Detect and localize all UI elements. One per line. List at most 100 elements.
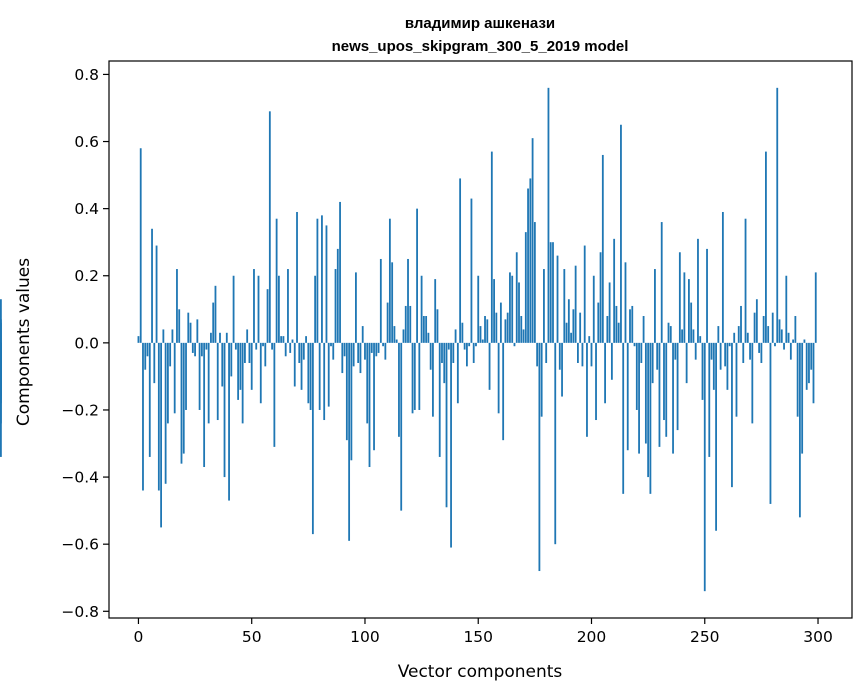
bar bbox=[581, 342, 584, 367]
bar bbox=[384, 342, 387, 360]
bar bbox=[638, 342, 640, 454]
bar bbox=[554, 342, 557, 545]
x-tick-label: 250 bbox=[690, 628, 720, 646]
bar bbox=[796, 342, 799, 417]
bar bbox=[660, 222, 663, 343]
bar bbox=[246, 329, 249, 343]
bar bbox=[651, 342, 654, 384]
bar bbox=[497, 342, 500, 414]
y-tick-label: 0.4 bbox=[74, 200, 99, 218]
bar bbox=[400, 342, 403, 511]
x-tick-label: 150 bbox=[463, 628, 493, 646]
bar bbox=[350, 342, 353, 461]
bar bbox=[760, 342, 763, 363]
y-tick-label: −0.2 bbox=[61, 401, 99, 419]
bar bbox=[629, 309, 631, 343]
bar bbox=[692, 329, 695, 343]
bar bbox=[749, 342, 751, 360]
bar bbox=[753, 312, 756, 343]
bar bbox=[758, 342, 761, 353]
bar bbox=[604, 342, 606, 404]
bar bbox=[701, 342, 704, 400]
bar bbox=[382, 342, 384, 347]
bar bbox=[266, 289, 269, 343]
bar bbox=[490, 151, 493, 343]
bar bbox=[808, 342, 810, 384]
bar bbox=[157, 342, 160, 491]
bar bbox=[352, 342, 355, 367]
bar bbox=[810, 342, 813, 370]
bar bbox=[438, 342, 441, 457]
bar bbox=[212, 302, 215, 343]
bar bbox=[803, 339, 806, 343]
x-axis-label: Vector components bbox=[398, 662, 563, 682]
bar bbox=[0, 342, 2, 424]
bar bbox=[302, 342, 305, 360]
bar bbox=[334, 269, 337, 343]
bar bbox=[461, 322, 464, 343]
bar bbox=[318, 342, 321, 410]
bar bbox=[463, 342, 466, 350]
bar bbox=[259, 342, 262, 404]
bar bbox=[361, 326, 364, 343]
bar bbox=[359, 342, 362, 374]
bar bbox=[669, 326, 672, 343]
bar bbox=[398, 342, 400, 437]
bar bbox=[307, 342, 310, 404]
bar bbox=[364, 342, 366, 360]
bar bbox=[441, 342, 443, 363]
bar bbox=[427, 332, 430, 343]
bar bbox=[712, 342, 715, 390]
bar bbox=[189, 322, 192, 343]
bar bbox=[595, 342, 597, 421]
bar bbox=[778, 319, 781, 343]
bar bbox=[323, 342, 326, 421]
bar bbox=[751, 342, 754, 424]
bar bbox=[332, 342, 335, 360]
bar bbox=[633, 342, 636, 347]
bar bbox=[395, 339, 398, 343]
bar bbox=[574, 265, 577, 343]
bar bbox=[268, 111, 271, 343]
bar bbox=[721, 211, 724, 343]
bar bbox=[755, 299, 758, 343]
bar bbox=[137, 336, 140, 343]
bar bbox=[642, 316, 645, 343]
bar bbox=[697, 238, 699, 343]
bar bbox=[366, 342, 369, 424]
bar bbox=[225, 332, 228, 343]
bar bbox=[683, 272, 686, 343]
bar bbox=[663, 342, 665, 421]
bar bbox=[678, 252, 681, 343]
bar bbox=[710, 342, 713, 360]
bar bbox=[214, 285, 217, 343]
bar bbox=[556, 255, 559, 343]
bar bbox=[540, 342, 543, 417]
bar bbox=[253, 269, 255, 343]
bar bbox=[432, 342, 434, 417]
bar bbox=[654, 269, 656, 343]
bar bbox=[454, 329, 457, 343]
bar bbox=[728, 342, 731, 347]
bar bbox=[468, 342, 471, 347]
bar bbox=[726, 342, 729, 390]
bar bbox=[776, 87, 779, 343]
bar bbox=[162, 329, 165, 343]
y-tick-label: 0.6 bbox=[74, 133, 99, 151]
bar bbox=[814, 272, 817, 343]
x-tick-label: 200 bbox=[577, 628, 607, 646]
bar bbox=[549, 242, 552, 343]
bar bbox=[139, 148, 142, 343]
bar bbox=[685, 342, 688, 384]
bar bbox=[631, 305, 634, 343]
bar bbox=[459, 178, 462, 343]
bar bbox=[311, 342, 314, 535]
bar bbox=[422, 316, 425, 343]
bar bbox=[626, 342, 629, 451]
y-tick-label: 0.0 bbox=[74, 334, 99, 352]
bar bbox=[801, 342, 804, 454]
bar bbox=[735, 342, 738, 417]
bar bbox=[402, 329, 405, 343]
plot-frame bbox=[108, 60, 853, 619]
bar bbox=[524, 232, 527, 343]
